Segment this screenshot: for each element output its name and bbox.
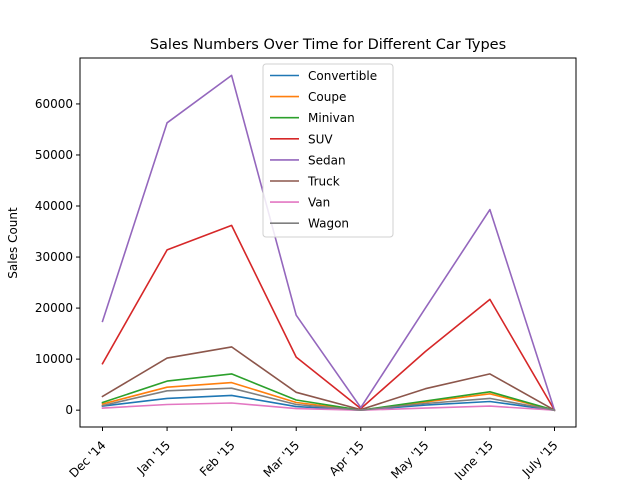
series-layer [101,74,556,412]
series-line-coupe [101,381,556,412]
series-line-minivan [101,373,556,412]
series-line-suv [101,224,556,412]
legend-label: Minivan [308,111,355,125]
series-line-van [101,402,556,412]
x-tick-label: Apr '15 [326,438,366,478]
plot-frame [79,57,577,428]
x-tick-label: Jan '15 [134,438,174,478]
legend-box [262,63,394,238]
x-tick-label: July '15 [519,438,561,480]
y-axis-label: Sales Count [6,207,20,279]
series-line-truck [101,346,556,412]
series-line-convertible [101,394,556,412]
legend-items: Convertible Coupe Minivan SUV Sedan Truck Van W… [270,69,377,231]
series-line-wagon [101,387,556,412]
legend-label: Coupe [308,90,346,104]
y-tick-label: 30000 [35,250,73,264]
x-tick-label: Dec '14 [66,438,108,480]
y-tick-label: 10000 [35,352,73,366]
x-axis: Dec '14 Jan '15 Feb '15 Mar '15 Apr '15 May '… [66,427,561,480]
y-axis: 0 10000 20000 30000 40000 50000 60000 [35,97,80,417]
y-tick-label: 50000 [35,148,73,162]
series-line-sedan [101,74,556,412]
legend[interactable]: Convertible Coupe Minivan SUV Sedan Truck Van W… [262,63,394,238]
legend-label: Wagon [308,217,349,231]
y-tick-label: 0 [65,403,73,417]
y-tick-label: 20000 [35,301,73,315]
x-tick-label: June '15 [451,438,496,480]
legend-label: SUV [308,132,333,146]
x-tick-label: Mar '15 [261,438,303,480]
x-tick-label: Feb '15 [197,438,238,479]
legend-label: Truck [307,175,340,189]
y-tick-label: 40000 [35,199,73,213]
x-tick-label: May '15 [388,438,431,480]
legend-label: Sedan [308,153,346,167]
legend-label: Van [308,196,330,210]
y-tick-label: 60000 [35,97,73,111]
chart-title: Sales Numbers Over Time for Different Ca… [150,37,506,53]
legend-label: Convertible [308,69,377,83]
